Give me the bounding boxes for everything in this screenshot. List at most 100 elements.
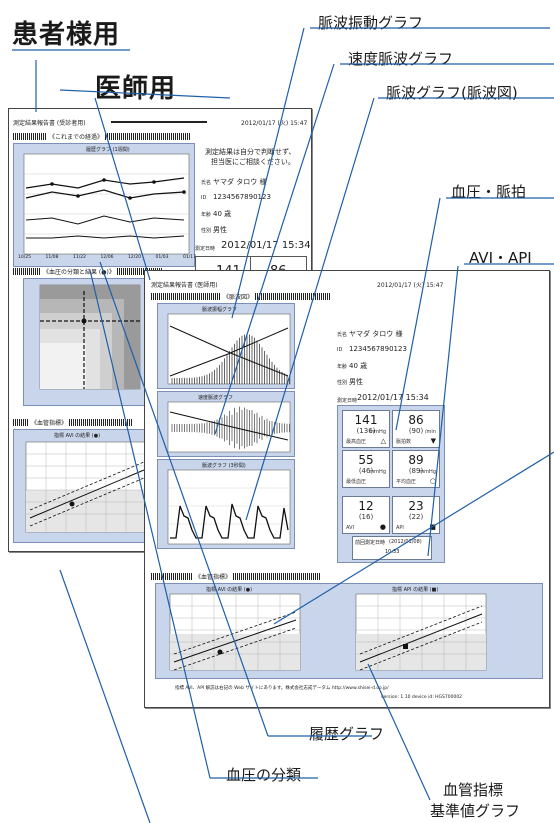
mean-value: 89: [408, 453, 424, 467]
wave-chart-panel: 脈波グラフ (3秒間): [157, 459, 295, 549]
history-x-tick: 01/03: [155, 255, 169, 260]
avi-cell: 12 (16) AVI ●: [342, 496, 390, 534]
doctor-report-sheet: 測定結果報告書 (医師用) 2012/01/17 (火) 15:47 《脈波図》…: [144, 270, 550, 708]
avi-label: AVI: [346, 525, 354, 531]
advice-line1: 測定結果は自分で判断せず、: [205, 148, 296, 156]
patient-vascular-chart-title: 指標 AVI の結果 (●): [54, 433, 101, 439]
vascular-reference-callout-line1: 血管指標: [443, 781, 504, 799]
patient-name-value: ヤマダ タロウ 様: [213, 178, 267, 186]
pulse-value: 86: [408, 413, 424, 427]
patient-id-value: 1234567890123: [213, 193, 271, 201]
classification-band-label: 《血圧の分類と結果 (●)》: [41, 267, 117, 276]
velocity-chart-panel: 速度脈波グラフ: [157, 391, 295, 457]
patient-callout: 患者様用: [12, 20, 121, 50]
previous-measurement-cell: 前回測定日時 (2012/01/08) 10:33: [352, 536, 432, 560]
history-x-tick: 10/25: [18, 255, 31, 260]
pulse-label: 脈拍数: [396, 439, 412, 445]
wave-chart-svg: [167, 469, 291, 545]
api-cell: 23 (22) API ■: [392, 496, 440, 534]
patient-header-rule: [111, 121, 207, 123]
avi-api-callout: AVI・API: [469, 249, 532, 267]
avi-mark: ●: [379, 523, 386, 531]
sys-unit: mmHg: [369, 429, 386, 435]
api-value: 23: [408, 499, 424, 513]
dia-cell: 55 (46) mmHg 最低血圧: [342, 450, 390, 488]
doctor-date-value: 2012/01/17 15:34: [357, 393, 429, 402]
velocity-pulse-callout: 速度脈波グラフ: [348, 50, 454, 68]
mean-cell: 89 (89) mmHg 平均血圧 ○: [392, 450, 440, 488]
patient-sheet-header-date: 2012/01/17 (火) 15:47: [241, 120, 308, 127]
dia-label: 最低血圧: [346, 479, 367, 485]
patient-date-value: 2012/01/17 15:34: [221, 240, 311, 251]
footer-note: 指標 AVI、API 解説は右記の Web サイトにあります。株式会社志成データ…: [175, 686, 389, 691]
mean-label: 平均血圧: [396, 479, 417, 485]
history-chart-svg: [23, 153, 190, 255]
pulse-unit: /min: [424, 429, 436, 435]
dia-value: 55: [358, 453, 374, 467]
doctor-age-value: 40 歳: [349, 362, 368, 370]
mean-mark: ○: [429, 477, 436, 485]
history-x-axis: 10/25 11/08 11/22 12/06 12/20 01/03 01/17: [18, 255, 196, 263]
api-mark: ■: [429, 523, 436, 531]
history-x-tick: 11/08: [45, 255, 59, 260]
patient-date-label: 測定日時: [195, 246, 216, 252]
history-graph-callout: 履歴グラフ: [309, 725, 385, 743]
pulse-prev: (90): [408, 427, 424, 435]
doctor-date-label: 測定日時: [337, 398, 358, 404]
doctor-age-label: 年齢: [337, 364, 348, 370]
history-x-tick: 01/17: [183, 255, 196, 260]
patient-vascular-band-bar: [13, 419, 133, 426]
patient-vascular-band-label: 《血管指標》: [29, 418, 70, 427]
history-x-tick: 11/22: [73, 255, 86, 260]
doctor-name-label: 氏名: [337, 332, 348, 338]
pulse-cell: 86 (90) /min 脈拍数 ▼: [392, 410, 440, 448]
patient-vascular-panel: 指標 AVI の結果 (●): [13, 429, 155, 543]
history-x-tick: 12/20: [128, 255, 141, 260]
pulse-mark: ▼: [430, 437, 436, 445]
amplitude-chart-svg: [167, 313, 291, 385]
pulse-amplitude-callout: 脈波振動グラフ: [318, 14, 424, 32]
doctor-sheet-header-title: 測定結果報告書 (医師用): [151, 282, 218, 289]
velocity-chart-svg: [167, 401, 291, 453]
api-prev: (22): [408, 513, 424, 521]
sys-label: 最高血圧: [346, 439, 367, 445]
doctor-vascular-band-bar: [151, 573, 321, 580]
previous-time: 10:33: [385, 549, 400, 555]
dia-unit: mmHg: [369, 469, 386, 475]
bp-classification-callout: 血圧の分類: [226, 766, 302, 784]
patient-id-label: ID: [201, 195, 207, 201]
vascular-reference-svg: [169, 593, 487, 671]
doctor-sex-value: 男性: [349, 378, 363, 386]
version-text: version: 1.10 device id: HGS700002: [381, 695, 463, 700]
previous-value: (2012/01/08): [389, 539, 422, 545]
patient-sex-label: 性別: [201, 228, 212, 234]
doctor-id-value: 1234567890123: [349, 345, 407, 353]
patient-vascular-svg: [25, 441, 149, 533]
avi-prev: (16): [358, 513, 374, 521]
patient-age-value: 40 歳: [213, 210, 232, 218]
patient-sheet-header-title: 測定結果報告書 (受診者用): [13, 120, 86, 127]
doctor-id-label: ID: [337, 347, 343, 353]
results-panel: 141 (136) mmHg 最高血圧 △ 86 (90) /min 脈拍数 ▼…: [337, 405, 445, 563]
patient-age-label: 年齢: [201, 212, 212, 218]
advice-line2: 担当医にご相談ください。: [211, 158, 295, 166]
doctor-sex-label: 性別: [337, 380, 348, 386]
doctor-sheet-header-date: 2012/01/17 (火) 15:47: [377, 282, 444, 289]
patient-sex-value: 男性: [213, 226, 227, 234]
mean-unit: mmHg: [419, 469, 436, 475]
bp-pulse-callout: 血圧・脈拍: [451, 183, 527, 201]
avi-value: 12: [358, 499, 374, 513]
bp-classification-panel: [23, 278, 147, 406]
sys-value: 141: [354, 413, 378, 427]
history-x-tick: 12/06: [100, 255, 114, 260]
patient-name-label: 氏名: [201, 180, 212, 186]
vascular-reference-panel: 指標 AVI の結果 (●) 指標 API の結果 (■): [155, 583, 543, 679]
sys-cell: 141 (136) mmHg 最高血圧 △: [342, 410, 390, 448]
patient-vascular-leader: [59, 569, 151, 823]
vascular-reference-callout-line2: 基準値グラフ: [430, 802, 521, 820]
api-label: API: [396, 525, 404, 531]
pulse-band-label: 《脈波図》: [221, 292, 256, 301]
doctor-name-value: ヤマダ タロウ 様: [349, 330, 403, 338]
history-band-label: 《これまでの経過》: [47, 132, 106, 141]
doctor-vascular-band-label: 《血管指標》: [193, 572, 234, 581]
